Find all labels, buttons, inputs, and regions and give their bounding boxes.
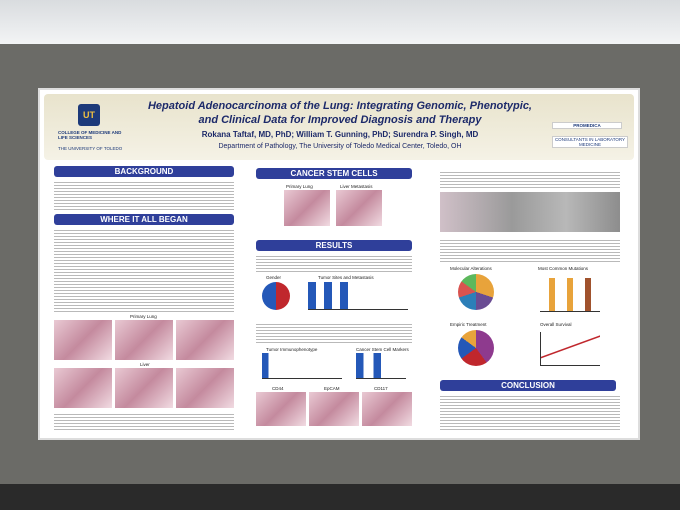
text-block xyxy=(54,180,234,210)
title: Hepatoid Adenocarcinoma of the Lung: Int… xyxy=(147,100,532,112)
micrograph xyxy=(54,368,112,408)
micrograph xyxy=(256,392,306,426)
chart-title: Molecular Alterations xyxy=(450,266,492,271)
text-block xyxy=(256,322,412,344)
micrograph xyxy=(336,190,382,226)
section-heading: WHERE IT ALL BEGAN xyxy=(54,214,234,225)
poster: UT COLLEGE OF MEDICINE AND LIFE SCIENCES… xyxy=(38,88,640,440)
micrograph xyxy=(362,392,412,426)
title: and Clinical Data for Improved Diagnosis… xyxy=(198,114,482,126)
text-block xyxy=(54,228,234,312)
bar-chart xyxy=(540,278,600,312)
logo: UT xyxy=(78,104,100,126)
figure-label: Liver Metastasis xyxy=(340,184,373,189)
micrograph xyxy=(176,368,234,408)
chart-title: Overall Survival xyxy=(540,322,572,327)
text-block xyxy=(54,412,234,432)
figure-label: CD44 xyxy=(272,386,284,391)
line-chart xyxy=(540,332,600,366)
pie-chart xyxy=(262,282,290,310)
bar-chart xyxy=(356,353,406,379)
chart-title: Gender xyxy=(266,275,282,280)
micrograph xyxy=(176,320,234,360)
figure-label: CD117 xyxy=(374,386,388,391)
chart-title: Most Common Mutations xyxy=(538,266,589,271)
figure-label: Primary Lung xyxy=(286,184,313,189)
figure-label: Primary Lung xyxy=(130,314,157,319)
university: THE UNIVERSITY OF TOLEDO xyxy=(58,146,123,151)
authors: Rokana Taftaf, MD, PhD; William T. Gunni… xyxy=(201,130,479,139)
sponsor: CONSULTANTS IN LABORATORY MEDICINE xyxy=(552,136,628,148)
micrograph xyxy=(309,392,359,426)
text-block xyxy=(256,254,412,272)
micrograph xyxy=(54,320,112,360)
ceiling xyxy=(0,0,680,48)
floor xyxy=(0,484,680,510)
department: Department of Pathology, The University … xyxy=(218,143,462,150)
micrograph xyxy=(115,320,173,360)
text-block xyxy=(440,394,620,432)
figure-label: Liver xyxy=(140,362,150,367)
chart-title: Empiric Treatment xyxy=(450,322,487,327)
chart-title: Cancer Stem Cell Markers xyxy=(356,347,409,352)
chart-title: Tumor Immunophenotype xyxy=(266,347,318,352)
bar-chart xyxy=(262,353,342,379)
section-heading: CANCER STEM CELLS xyxy=(256,168,412,179)
chart-title: Tumor Sites and Metastasis xyxy=(318,275,374,280)
sponsor: PROMEDICA xyxy=(552,122,622,129)
college: COLLEGE OF MEDICINE AND LIFE SCIENCES xyxy=(58,130,122,140)
text-block xyxy=(440,170,620,190)
text-block xyxy=(440,238,620,262)
section-heading: RESULTS xyxy=(256,240,412,251)
pie-chart xyxy=(458,274,494,310)
micrograph xyxy=(115,368,173,408)
micrograph xyxy=(284,190,330,226)
section-heading: CONCLUSION xyxy=(440,380,616,391)
header-band xyxy=(44,94,634,160)
em-image xyxy=(440,192,620,232)
section-heading: BACKGROUND xyxy=(54,166,234,177)
figure-label: EpCAM xyxy=(324,386,340,391)
bar-chart xyxy=(308,282,408,310)
pie-chart xyxy=(458,330,494,366)
